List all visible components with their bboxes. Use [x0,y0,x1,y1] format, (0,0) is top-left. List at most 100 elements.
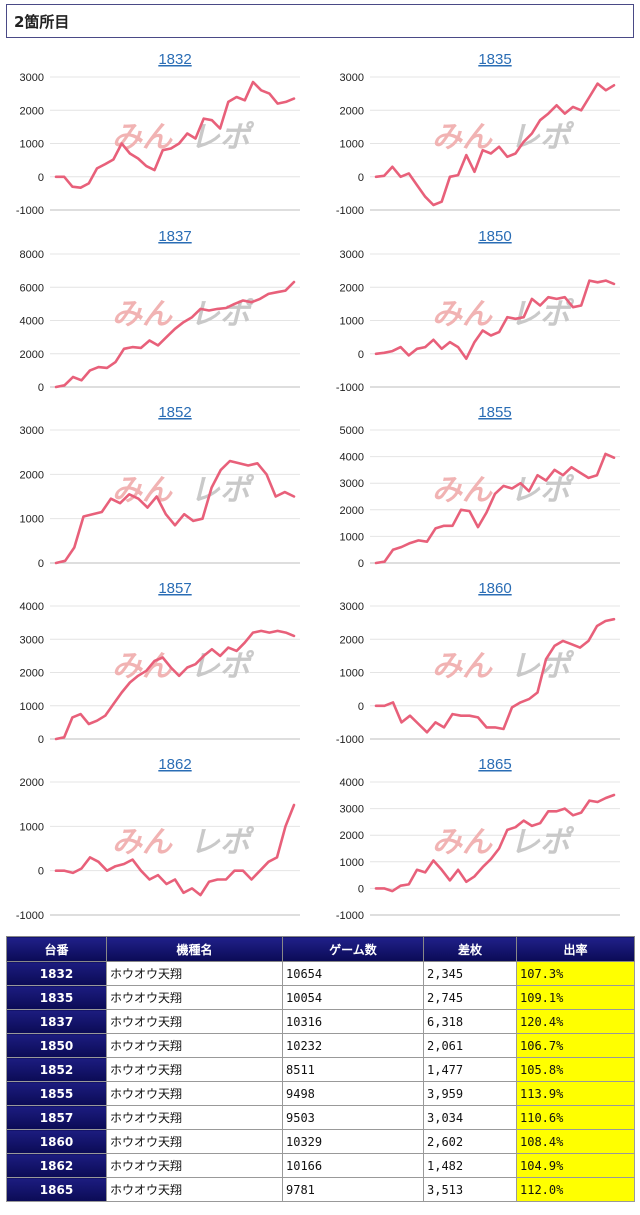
watermark-red: みん [432,297,493,332]
section-header: 2箇所目 [6,4,634,38]
header-payout-rate: 出率 [516,936,635,962]
payout-rate-cell: 107.3% [516,961,635,986]
y-tick-label: 1000 [340,139,364,151]
machine-number-cell: 1835 [6,985,107,1010]
chart-title[interactable]: 1857 [158,580,191,597]
y-tick-label: 3000 [340,478,364,490]
y-tick-label: 2000 [20,777,44,789]
y-tick-label: -1000 [16,205,44,217]
y-tick-label: 1000 [20,821,44,833]
difference-cell: 3,513 [423,1177,517,1202]
payout-rate-cell: 104.9% [516,1153,635,1178]
payout-rate-cell: 113.9% [516,1081,635,1106]
y-tick-label: 0 [38,866,44,878]
table-row: 1837 ホウオウ天翔 10316 6,318 120.4% [6,1009,635,1034]
y-tick-label: 1000 [340,531,364,543]
y-tick-label: 5000 [340,425,364,437]
watermark-red: みん [432,649,493,684]
y-tick-label: 0 [38,172,44,184]
watermark-gray: レポ [510,649,575,684]
y-tick-label: 2000 [340,634,364,646]
game-count-cell: 10232 [282,1033,424,1058]
chart-title[interactable]: 1855 [478,404,511,421]
section-title: 2箇所目 [14,13,70,31]
payout-rate-cell: 105.8% [516,1057,635,1082]
y-tick-label: 2000 [20,668,44,680]
model-name-cell: ホウオウ天翔 [106,961,283,986]
machine-number-cell: 1837 [6,1009,107,1034]
chart-title[interactable]: 1850 [478,228,511,245]
watermark-gray: レポ [190,473,255,508]
y-tick-label: 2000 [340,105,364,117]
series-line [374,82,616,207]
chart-title[interactable]: 1865 [478,756,511,773]
table-row: 1857 ホウオウ天翔 9503 3,034 110.6% [6,1105,635,1130]
series-line [54,80,296,189]
payout-rate-cell: 106.7% [516,1033,635,1058]
game-count-cell: 10166 [282,1153,424,1178]
y-tick-label: -1000 [16,910,44,922]
watermark-gray: レポ [510,825,575,860]
y-tick-label: -1000 [336,910,364,922]
y-tick-label: 0 [38,382,44,394]
difference-cell: 3,959 [423,1081,517,1106]
machine-number-cell: 1832 [6,961,107,986]
y-tick-label: 3000 [20,72,44,84]
y-tick-label: 1000 [340,668,364,680]
watermark-red: みん [112,297,173,332]
line-chart-1862: 1862 2000 1000 0 -1000 みん レポ [16,756,300,922]
chart-title[interactable]: 1852 [158,404,191,421]
table-row: 1850 ホウオウ天翔 10232 2,061 106.7% [6,1033,635,1058]
watermark-gray: レポ [510,120,575,155]
table-row: 1860 ホウオウ天翔 10329 2,602 108.4% [6,1129,635,1154]
model-name-cell: ホウオウ天翔 [106,1177,283,1202]
chart-title[interactable]: 1862 [158,756,191,773]
model-name-cell: ホウオウ天翔 [106,1153,283,1178]
series-line [54,803,296,897]
y-tick-label: 3000 [340,249,364,261]
difference-cell: 2,345 [423,961,517,986]
watermark-red: みん [112,649,173,684]
watermark-red: みん [432,473,493,508]
series-line [374,793,616,893]
y-tick-label: 1000 [20,701,44,713]
machine-number-cell: 1857 [6,1105,107,1130]
y-tick-label: 4000 [340,452,364,464]
game-count-cell: 9781 [282,1177,424,1202]
y-tick-label: 0 [38,734,44,746]
chart-title[interactable]: 1837 [158,228,191,245]
y-tick-label: -1000 [336,734,364,746]
model-name-cell: ホウオウ天翔 [106,1129,283,1154]
y-tick-label: 1000 [20,514,44,526]
table-row: 1832 ホウオウ天翔 10654 2,345 107.3% [6,961,635,986]
y-tick-label: 8000 [20,249,44,261]
y-tick-label: 2000 [340,830,364,842]
y-tick-label: 2000 [340,282,364,294]
machine-number-cell: 1852 [6,1057,107,1082]
chart-title[interactable]: 1832 [158,51,191,68]
y-tick-label: 3000 [340,72,364,84]
y-tick-label: 1000 [340,316,364,328]
y-tick-label: 6000 [20,282,44,294]
payout-rate-cell: 120.4% [516,1009,635,1034]
difference-cell: 1,477 [423,1057,517,1082]
model-name-cell: ホウオウ天翔 [106,1081,283,1106]
table-row: 1862 ホウオウ天翔 10166 1,482 104.9% [6,1153,635,1178]
y-tick-label: 0 [358,349,364,361]
line-chart-1860: 1860 3000 2000 1000 0 -1000 みん レポ [336,580,620,746]
watermark-gray: レポ [190,297,255,332]
payout-rate-cell: 110.6% [516,1105,635,1130]
table-row: 1852 ホウオウ天翔 8511 1,477 105.8% [6,1057,635,1082]
chart-title[interactable]: 1835 [478,51,511,68]
machine-number-cell: 1862 [6,1153,107,1178]
chart-title[interactable]: 1860 [478,580,511,597]
table-row: 1855 ホウオウ天翔 9498 3,959 113.9% [6,1081,635,1106]
series-line [374,452,616,565]
y-tick-label: 1000 [340,857,364,869]
game-count-cell: 10054 [282,985,424,1010]
y-tick-label: 2000 [340,505,364,517]
difference-cell: 2,602 [423,1129,517,1154]
header-game-count: ゲーム数 [282,936,424,962]
table-row: 1835 ホウオウ天翔 10054 2,745 109.1% [6,985,635,1010]
